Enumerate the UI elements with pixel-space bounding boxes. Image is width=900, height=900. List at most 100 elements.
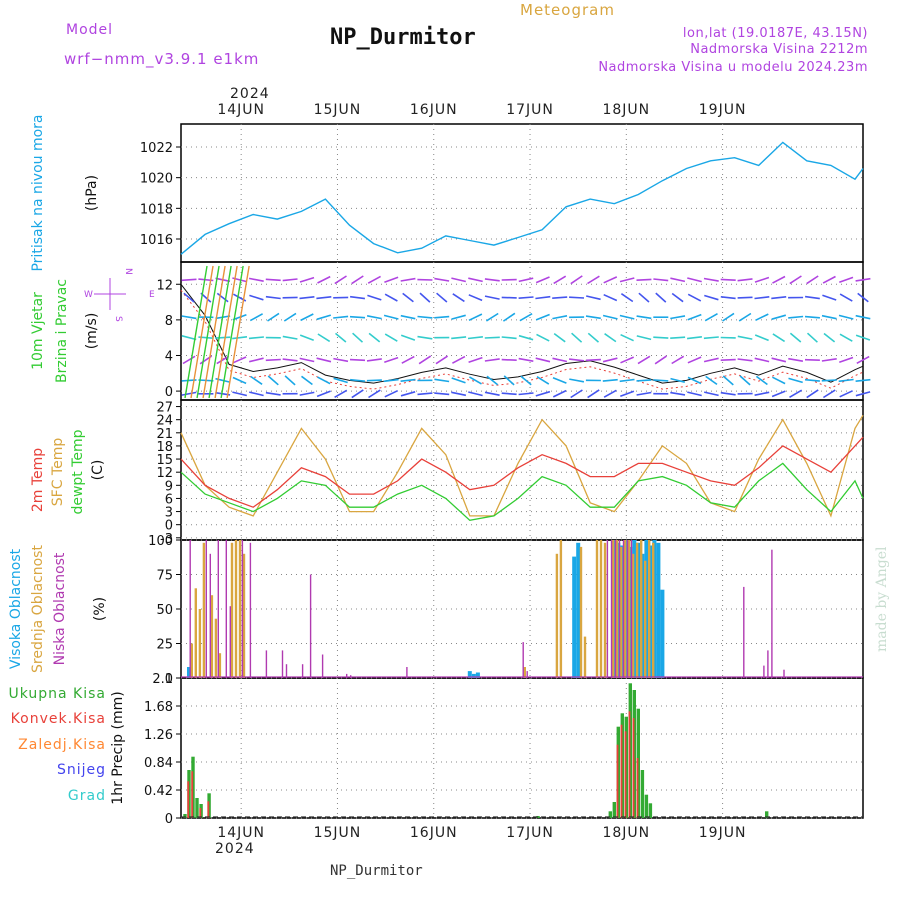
model-label: Model xyxy=(66,22,113,38)
wind-ylabel-2: Brzina i Pravac xyxy=(54,279,70,383)
credit-label: made by Angel xyxy=(874,546,890,652)
conv-precip-bar xyxy=(199,808,202,818)
wind-barb xyxy=(789,332,802,343)
low-cloud-bar xyxy=(301,664,304,678)
wind-barb xyxy=(299,296,315,300)
wind-barb xyxy=(501,296,517,299)
total-precip-bar xyxy=(648,803,653,818)
wind-barb xyxy=(317,275,331,284)
wind-barb xyxy=(368,332,381,343)
wind-barb xyxy=(771,314,787,320)
wind-barb xyxy=(334,389,348,398)
wind-barb xyxy=(603,276,618,284)
wind-barb xyxy=(653,379,669,382)
wind-barb xyxy=(587,332,600,343)
wind-barb xyxy=(571,332,583,343)
low-cloud-bar xyxy=(225,540,227,678)
mid-cloud-bar xyxy=(595,540,599,678)
wind-barb xyxy=(536,333,550,342)
wind-barb xyxy=(351,389,364,399)
wind-barb xyxy=(436,292,448,303)
wind-barb xyxy=(620,356,635,364)
pressure-y-tick-label-2: 1020 xyxy=(140,172,173,187)
wind-barb xyxy=(738,312,752,322)
wind-barb xyxy=(467,336,483,340)
wind-barb xyxy=(703,336,719,340)
wind-barb xyxy=(720,358,736,361)
wind-barb xyxy=(232,336,248,340)
mid-cloud-bar xyxy=(559,540,563,678)
wind-y-tick-label-1: 4 xyxy=(165,349,173,364)
wind-barb xyxy=(855,314,871,320)
wind-barb xyxy=(350,378,366,382)
wind-barb-strong xyxy=(214,265,238,399)
wind-barb xyxy=(687,336,702,340)
wind-barb xyxy=(737,335,753,340)
wind-barb xyxy=(384,356,399,363)
wind-barb xyxy=(585,315,601,320)
day-label-bottom-5: 19JUN xyxy=(699,825,747,841)
wind-barb xyxy=(452,293,465,303)
wind-barb-strong xyxy=(208,265,232,399)
low-cloud-bar xyxy=(606,540,609,678)
temp-y-tick-label-7: 18 xyxy=(156,440,173,455)
wind-barb xyxy=(620,333,634,342)
wind-barb xyxy=(452,355,466,364)
wind-barb xyxy=(788,377,803,384)
wind-speed-line xyxy=(180,283,864,384)
wind-barb xyxy=(754,276,770,283)
wind-barb xyxy=(687,356,702,364)
day-labels-top: 14JUN 15JUN 16JUN 17JUN 18JUN 19JUN xyxy=(217,102,745,118)
wind-barb xyxy=(722,375,734,386)
wind-barb xyxy=(484,278,500,282)
mid-cloud-bar xyxy=(619,546,623,678)
wind-barb xyxy=(484,295,500,300)
low-cloud-bar xyxy=(249,542,252,678)
high-cloud-bar xyxy=(471,673,476,678)
wind-barb xyxy=(603,293,618,302)
precip-y-tick-label-0: 0 xyxy=(165,812,173,827)
wind-barb xyxy=(502,312,516,322)
wind-barb xyxy=(535,276,550,284)
wind-barb xyxy=(299,357,315,363)
wind-barb xyxy=(687,391,702,397)
wind-barb-strong xyxy=(220,265,244,399)
wind-barb xyxy=(804,315,820,319)
high-cloud-bar xyxy=(656,542,661,678)
wind-y-tick-label-3: 12 xyxy=(156,278,173,293)
lonlat-label: lon,lat (19.0187E, 43.15N) xyxy=(683,26,868,41)
low-cloud-bar xyxy=(783,669,785,678)
wind-barb xyxy=(333,377,348,384)
mid-cloud-bar xyxy=(238,540,242,678)
low-cloud-bar xyxy=(610,540,613,678)
wind-barb xyxy=(620,390,635,398)
mid-cloud-bar xyxy=(234,540,238,678)
wind-barb xyxy=(804,358,820,361)
wind-barb xyxy=(636,315,652,320)
conv-precip-bar xyxy=(628,711,631,818)
wind-barb xyxy=(267,312,280,322)
wind-barb xyxy=(737,296,753,299)
wind-barb xyxy=(552,296,568,299)
wind-barb xyxy=(301,375,313,386)
wind-barb xyxy=(333,357,349,363)
wind-barb xyxy=(754,357,770,363)
wind-barb xyxy=(484,391,500,396)
wind-barb xyxy=(417,392,433,396)
cloud-ylabel-1: Visoka Oblacnost xyxy=(8,548,24,669)
wind-barb xyxy=(366,315,382,320)
grid-lines: 101610181020102204812-303691215182124270… xyxy=(140,124,863,827)
elevation-label: Nadmorska Visina 2212m xyxy=(690,42,868,57)
temp-ylabel-1: 2m Temp xyxy=(30,448,46,512)
wind-barb-strong xyxy=(184,265,208,399)
precip-y-tick-label-3: 1.26 xyxy=(144,728,173,743)
wind-barb xyxy=(687,313,702,321)
cloud-y-tick-label-0: 0 xyxy=(165,672,173,687)
wind-barb xyxy=(334,275,347,285)
wind-barb xyxy=(216,355,230,365)
legend-conv-rain: Konvek.Kisa xyxy=(11,711,106,727)
wind-barb xyxy=(468,313,483,322)
wind-barb xyxy=(772,376,786,385)
low-cloud-bar xyxy=(526,671,528,678)
wind-barb xyxy=(451,314,466,320)
